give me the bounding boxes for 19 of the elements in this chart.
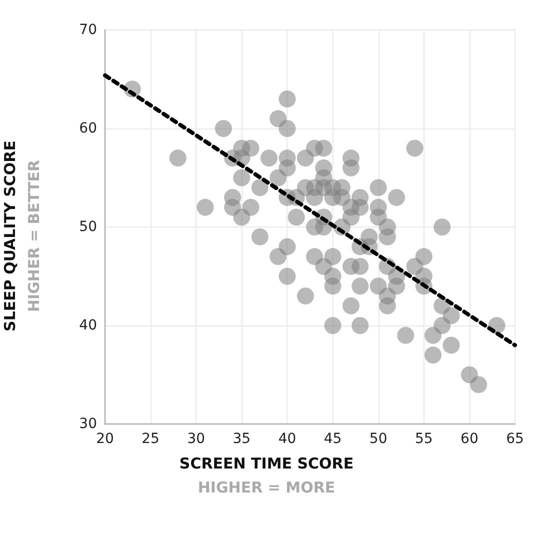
x-tick-label: 50 xyxy=(369,431,388,447)
text: HIGHER = BETTER xyxy=(25,160,43,312)
x-tick-label: 30 xyxy=(187,431,206,447)
x-tick-label: 40 xyxy=(278,431,296,447)
y-tick-label: 40 xyxy=(79,318,97,334)
y-tick-label: 70 xyxy=(79,22,97,38)
x-tick-label: 60 xyxy=(460,431,478,447)
y-tick-label: 50 xyxy=(79,219,97,235)
text: HIGHER = MORE xyxy=(198,478,336,496)
y-tick-label: 30 xyxy=(79,416,97,432)
x-tick-label: 35 xyxy=(232,431,251,447)
x-tick-label: 20 xyxy=(96,431,114,447)
x-axis-title: SCREEN TIME SCORE xyxy=(179,454,354,472)
x-tick-label: 45 xyxy=(324,431,342,447)
x-tick-label: 55 xyxy=(414,431,433,447)
x-tick-label: 25 xyxy=(142,431,160,447)
y-tick-label: 60 xyxy=(79,120,97,136)
y-axis-title: SLEEP QUALITY SCORE xyxy=(1,140,19,332)
x-tick-label: 65 xyxy=(506,431,524,447)
